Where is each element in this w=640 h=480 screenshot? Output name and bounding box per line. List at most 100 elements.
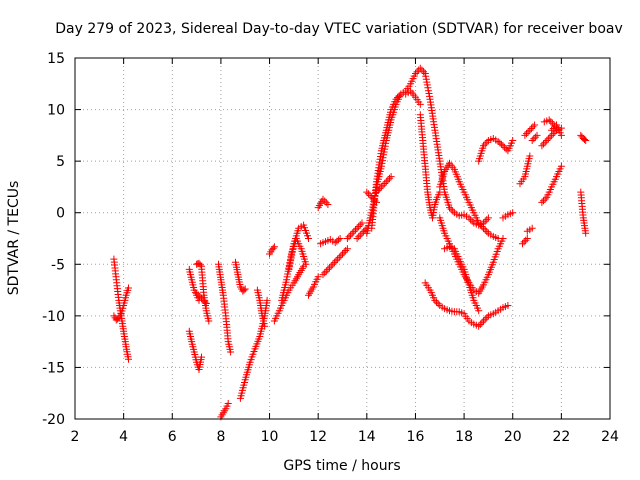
series-seg38 (521, 121, 539, 139)
series-seg30 (421, 279, 512, 330)
data-point (261, 322, 269, 330)
data-point (319, 271, 327, 279)
series-seg27 (416, 111, 444, 222)
data-marks (110, 64, 590, 421)
data-point (332, 257, 340, 265)
data-point (199, 296, 207, 304)
data-point (384, 176, 392, 184)
series-seg23 (363, 90, 405, 237)
data-point (476, 221, 484, 229)
data-point (480, 317, 487, 325)
data-point (481, 315, 489, 323)
data-point (549, 125, 557, 132)
data-point (322, 267, 330, 275)
data-point (546, 133, 554, 141)
data-point (202, 300, 210, 307)
data-point (544, 135, 552, 143)
series-seg16 (305, 273, 322, 299)
data-point (483, 216, 491, 224)
data-point (327, 262, 335, 270)
series-seg15 (285, 221, 312, 273)
series-seg32 (436, 159, 502, 242)
data-point (196, 261, 204, 269)
data-point (270, 243, 278, 251)
x-tick-label: 16 (407, 429, 425, 445)
series-seg12 (266, 243, 278, 258)
data-point (468, 217, 476, 225)
data-point (521, 131, 529, 139)
data-point (526, 152, 534, 160)
data-point (481, 226, 489, 234)
data-point (533, 131, 541, 139)
data-point (339, 250, 346, 258)
data-point (531, 121, 539, 129)
data-point (353, 224, 361, 232)
series-seg33 (475, 135, 517, 165)
data-point (481, 217, 489, 225)
data-point (449, 207, 457, 215)
data-point (541, 195, 549, 203)
data-point (413, 68, 421, 76)
data-point (538, 142, 546, 150)
y-tick-label: -20 (42, 412, 65, 428)
data-point (548, 126, 556, 134)
x-tick-label: 14 (358, 429, 376, 445)
series-seg43 (548, 121, 565, 139)
data-point (478, 223, 486, 230)
y-tick-labels: -20 -15 -10 -5 0 5 10 15 (42, 51, 65, 428)
data-point (480, 224, 487, 232)
series-seg3 (185, 327, 205, 373)
data-point (343, 245, 351, 253)
data-point (334, 236, 342, 244)
x-tick-label: 4 (119, 429, 128, 445)
data-point (527, 125, 535, 132)
data-point (374, 186, 382, 194)
series-seg24 (368, 64, 429, 232)
data-point (269, 244, 277, 252)
data-point (475, 219, 483, 227)
y-axis-label: SDTVAR / TECUs (6, 181, 22, 296)
data-point (358, 219, 366, 227)
series-seg26 (402, 87, 424, 108)
data-point (494, 235, 502, 242)
data-point (330, 259, 338, 267)
data-point (467, 216, 475, 224)
series-seg7 (215, 260, 235, 356)
y-tick-label: 5 (56, 154, 65, 170)
series-seg31 (441, 243, 483, 315)
data-point (194, 291, 202, 299)
series-seg11 (253, 286, 269, 330)
series-seg37 (523, 224, 536, 235)
data-point (509, 209, 517, 217)
data-point (420, 68, 428, 76)
y-tick-label: 15 (47, 51, 65, 67)
data-point (356, 231, 364, 239)
data-point (529, 123, 537, 131)
data-point (386, 174, 393, 182)
series-seg20 (343, 219, 366, 242)
x-tick-label: 12 (309, 429, 327, 445)
data-point (350, 228, 358, 236)
data-point (540, 197, 547, 205)
series-seg35 (516, 152, 534, 188)
series-seg29 (436, 214, 507, 297)
data-point (475, 322, 483, 330)
y-tick-label: 0 (56, 206, 65, 222)
y-tick-label: -15 (42, 360, 65, 376)
data-point (326, 264, 333, 272)
data-point (557, 162, 565, 170)
data-point (543, 137, 551, 144)
x-tick-label: 22 (552, 429, 570, 445)
y-tick-label: -10 (42, 309, 65, 325)
data-point (582, 137, 590, 144)
data-point (364, 190, 372, 198)
data-point (483, 138, 491, 146)
data-point (540, 140, 547, 148)
data-point (373, 188, 380, 196)
data-point (509, 137, 517, 144)
data-point (478, 319, 486, 327)
series-seg22 (363, 188, 380, 206)
data-point (334, 255, 342, 263)
x-tick-label: 18 (455, 429, 473, 445)
series-seg6 (193, 289, 210, 307)
